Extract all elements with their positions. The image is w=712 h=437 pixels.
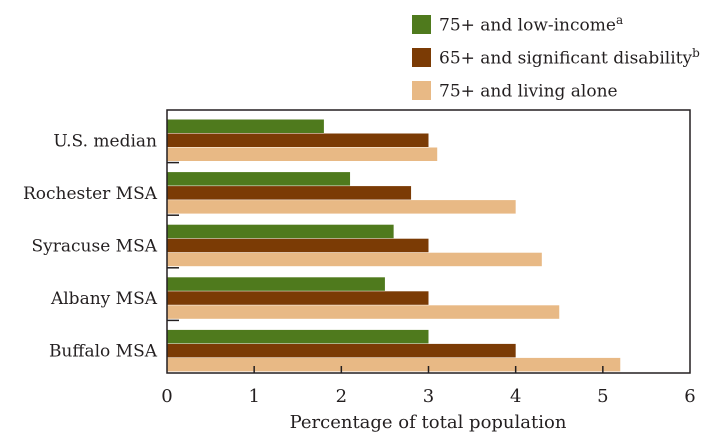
y-tick-label-rochester-msa: Rochester MSA [23, 184, 158, 204]
y-tick-label-u-s-median: U.S. median [53, 131, 157, 151]
x-tick-label-4: 4 [510, 386, 521, 407]
bar-u-s-median-65-and-significant-disability [167, 133, 429, 147]
x-tick-label-0: 0 [161, 386, 172, 407]
x-tick-label-3: 3 [423, 386, 434, 407]
legend-label-low-income: 75+ and low-incomea [439, 13, 624, 36]
y-tick-label-syracuse-msa: Syracuse MSA [32, 236, 158, 256]
legend-item-living-alone: 75+ and living alone [412, 74, 700, 107]
x-tick-label-6: 6 [684, 386, 695, 407]
bar-buffalo-msa-75-and-low-income [167, 329, 429, 344]
legend-label-disability: 65+ and significant disabilityb [439, 46, 700, 69]
bars-layer [167, 119, 621, 372]
bar-syracuse-msa-75-and-living-alone [167, 252, 542, 267]
bar-rochester-msa-65-and-significant-disability [167, 186, 412, 200]
x-axis-label: Percentage of total population [290, 412, 567, 433]
bar-buffalo-msa-75-and-living-alone [167, 357, 621, 372]
legend-item-low-income: 75+ and low-incomea [412, 8, 700, 41]
x-tick-label-1: 1 [248, 386, 259, 407]
bar-syracuse-msa-75-and-low-income [167, 224, 394, 239]
bar-u-s-median-75-and-living-alone [167, 147, 438, 161]
bar-rochester-msa-75-and-low-income [167, 172, 351, 186]
bar-albany-msa-65-and-significant-disability [167, 291, 429, 305]
bar-u-s-median-75-and-low-income [167, 119, 324, 133]
legend-item-disability: 65+ and significant disabilityb [412, 41, 700, 74]
axis-layer: U.S. median Rochester MSA Syracuse MSA Alba… [23, 131, 696, 407]
legend-label-living-alone: 75+ and living alone [439, 81, 618, 102]
bar-albany-msa-75-and-low-income [167, 277, 385, 291]
x-tick-label-5: 5 [597, 386, 608, 407]
bar-syracuse-msa-65-and-significant-disability [167, 238, 429, 253]
bar-buffalo-msa-65-and-significant-disability [167, 343, 516, 358]
y-tick-label-buffalo-msa: Buffalo MSA [49, 342, 158, 362]
bar-rochester-msa-75-and-living-alone [167, 200, 516, 214]
legend-swatch-disability [412, 48, 431, 67]
legend-swatch-low-income [412, 15, 431, 34]
y-tick-label-albany-msa: Albany MSA [50, 289, 158, 309]
bar-albany-msa-75-and-living-alone [167, 305, 560, 319]
x-tick-label-2: 2 [336, 386, 347, 407]
legend-swatch-living-alone [412, 81, 431, 100]
chart-legend: 75+ and low-incomea 65+ and significant … [412, 8, 700, 107]
